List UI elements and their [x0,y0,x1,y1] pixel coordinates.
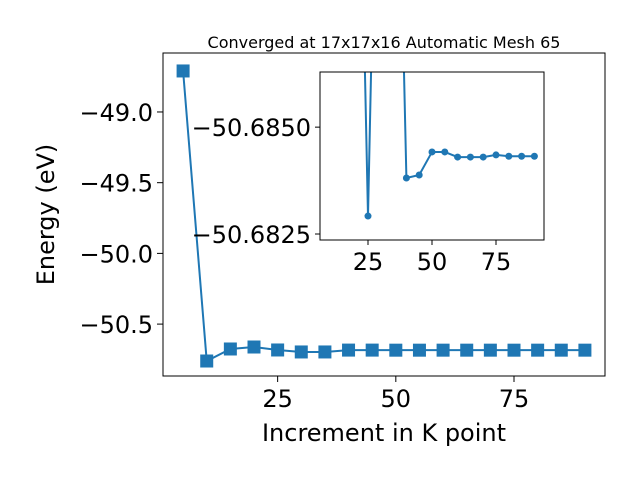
chart-title: Converged at 17x17x16 Automatic Mesh 65 [208,33,561,52]
marker [365,343,379,357]
marker [223,342,237,356]
marker [531,343,545,357]
marker [441,148,449,156]
marker [436,343,450,357]
marker [530,152,538,160]
x-axis-label: Increment in K point [262,419,506,447]
marker [554,343,568,357]
marker [412,343,426,357]
plot-area [176,64,592,368]
marker [364,212,372,220]
marker [428,148,436,156]
y-axis-label: Energy (eV) [32,144,60,286]
x-tick-label: 75 [499,385,530,413]
x-tick-label: 50 [417,248,448,276]
marker [342,343,356,357]
marker [483,343,497,357]
plot-frame [162,52,606,377]
x-tick-label: 25 [262,385,293,413]
marker [415,171,423,179]
marker [466,153,474,161]
y-tick-label: −50.0 [79,240,153,268]
x-tick-label: 75 [481,248,512,276]
marker [492,151,500,159]
x-tick-label: 50 [381,385,412,413]
marker [402,174,410,182]
marker [578,343,592,357]
marker [505,152,513,160]
plot-area [363,72,538,220]
marker [507,343,521,357]
plot-frame [319,71,545,241]
marker [460,343,474,357]
marker [318,345,332,359]
marker [247,340,261,354]
marker [200,354,214,368]
marker [454,153,462,161]
x-tick-label: 25 [353,248,384,276]
y-tick-label: −49.0 [79,99,153,127]
marker [294,345,308,359]
y-tick-label: −50.6825 [192,221,311,249]
y-tick-label: −50.6850 [192,114,311,142]
marker [271,343,285,357]
marker [389,343,403,357]
marker [518,152,526,160]
marker [176,64,190,78]
y-tick-label: −49.5 [79,170,153,198]
marker [479,153,487,161]
y-tick-label: −50.5 [79,311,153,339]
